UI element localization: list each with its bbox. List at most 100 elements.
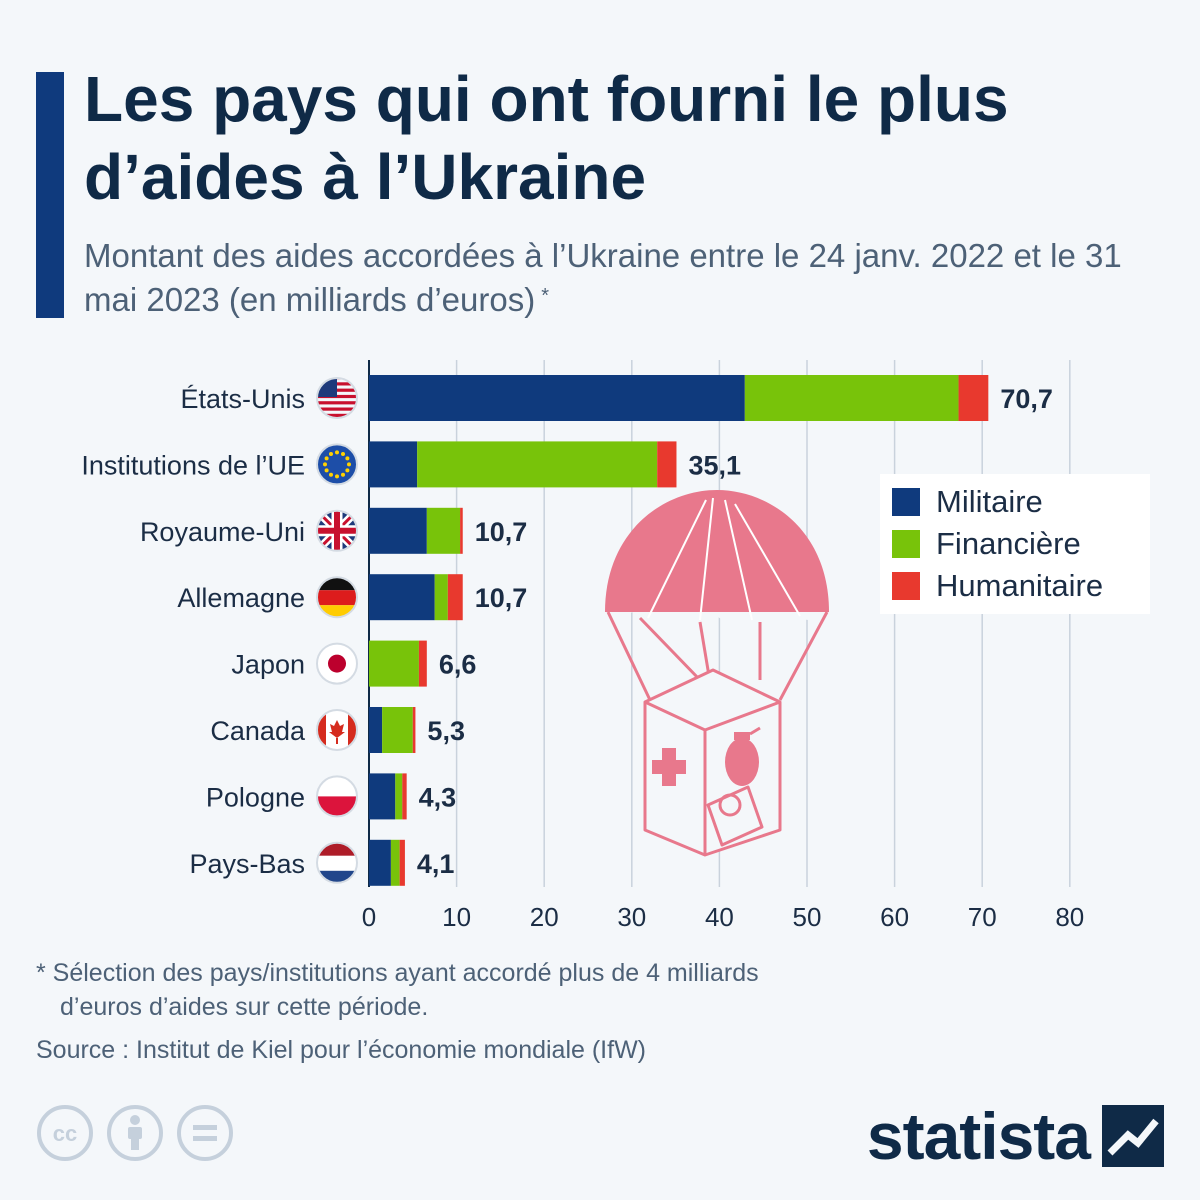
- subtitle-footnote-marker: *: [541, 285, 549, 307]
- bar-segment-financière: [417, 441, 658, 488]
- footnote-line-2: d’euros d’aides sur cette période.: [60, 993, 429, 1021]
- x-tick-label: 10: [442, 902, 471, 932]
- source-note: Source : Institut de Kiel pour l’économi…: [36, 1036, 646, 1064]
- bar-segment-humanitaire: [412, 707, 416, 753]
- flag-ring: [316, 642, 358, 685]
- x-tick-label: 50: [793, 902, 822, 932]
- flag-ring: [316, 841, 358, 884]
- flag-stripe: [317, 407, 357, 411]
- bar-segment-militaire: [369, 574, 435, 621]
- title-accent-bar: [36, 72, 64, 318]
- bar-segment-financière: [395, 773, 403, 820]
- x-tick-label: 30: [617, 902, 646, 932]
- attribution-icon[interactable]: [106, 1104, 164, 1162]
- bars: [369, 375, 989, 886]
- bar-segment-militaire: [369, 839, 391, 886]
- flag-star: [323, 462, 327, 467]
- flag-star: [329, 472, 333, 477]
- page-subtitle: Montant des aides accordées à l’Ukraine …: [84, 234, 1164, 322]
- flag-band: [317, 796, 357, 817]
- footnote-line-1: * Sélection des pays/institutions ayant …: [36, 959, 759, 987]
- flag-star: [341, 452, 345, 457]
- flag-star: [345, 468, 350, 473]
- x-axis-ticks: 0 10 20 30 40 50 60 70 80: [362, 902, 1084, 932]
- category-label: États-Unis: [180, 384, 305, 414]
- x-tick-label: 40: [705, 902, 734, 932]
- bar-segment-humanitaire: [447, 574, 463, 621]
- flag-field: [317, 444, 357, 485]
- x-tick-label: 60: [880, 902, 909, 932]
- flag-ring: [316, 576, 358, 619]
- svg-text:cc: cc: [53, 1121, 77, 1146]
- flag-body: [317, 510, 357, 551]
- total-value-label: 10,7: [475, 583, 528, 613]
- total-value-label: 10,7: [475, 517, 528, 547]
- x-tick-label: 0: [362, 902, 376, 932]
- total-value-label: 5,3: [427, 716, 465, 746]
- flag-band: [348, 710, 357, 750]
- category-label: Institutions de l’UE: [81, 450, 305, 480]
- license-icons: cc: [36, 1104, 234, 1162]
- flag-body: [317, 776, 357, 817]
- flag-band: [317, 855, 357, 871]
- bar-segment-financière: [434, 574, 448, 621]
- germany-flag-icon: [316, 576, 358, 619]
- flag-band: [317, 605, 357, 618]
- bar-segment-humanitaire: [399, 839, 405, 886]
- flag-ring: [316, 509, 358, 552]
- flag-disc: [328, 654, 346, 673]
- bar-segment-financière: [382, 707, 413, 753]
- category-label: Japon: [231, 650, 305, 680]
- legend-swatch-humanitaire: [892, 572, 920, 600]
- total-value-label: 4,3: [419, 782, 457, 812]
- flag-stripe: [317, 413, 357, 417]
- japan-flag-icon: [316, 642, 358, 685]
- bar-segment-humanitaire: [958, 375, 989, 421]
- bar-segment-humanitaire: [402, 773, 407, 820]
- total-value-label: 70,7: [1000, 384, 1053, 414]
- x-tick-label: 70: [968, 902, 997, 932]
- flag-star: [324, 468, 329, 473]
- statista-brand[interactable]: statista: [867, 1098, 1164, 1174]
- flag-band: [317, 710, 326, 750]
- flag-leaf: [329, 720, 345, 744]
- total-value-label: 35,1: [688, 450, 741, 480]
- bar-segment-financière: [390, 839, 400, 886]
- page-title: Les pays qui ont fourni le plus d’aides …: [84, 63, 1009, 213]
- creative-commons-icon[interactable]: cc: [36, 1104, 94, 1162]
- category-label: Allemagne: [177, 583, 305, 613]
- category-labels: États-Unis Institutions de l’UE Royaume-Un…: [81, 384, 306, 879]
- legend-item-financiere: Financière: [892, 526, 1081, 562]
- category-label: Royaume-Uni: [140, 517, 305, 547]
- bar-segment-militaire: [369, 441, 418, 488]
- canada-flag-icon: [316, 709, 358, 751]
- flag-band: [317, 776, 357, 797]
- total-value-labels: 70,7 35,1 10,7 10,7 6,6 5,3 4,3 4,1: [417, 384, 1053, 879]
- subtitle-text: Montant des aides accordées à l’Ukraine …: [84, 237, 1122, 318]
- category-label: Pologne: [206, 782, 305, 812]
- stacked-bar-chart: États-Unis Institutions de l’UE Royaume-Un…: [81, 360, 1084, 932]
- flag-star: [335, 474, 339, 479]
- legend-swatch-financiere: [892, 530, 920, 558]
- total-value-label: 4,1: [417, 849, 455, 879]
- flag-band: [317, 590, 357, 606]
- legend-item-militaire: Militaire: [892, 484, 1043, 520]
- no-derivatives-icon[interactable]: [176, 1104, 234, 1162]
- bar-segment-militaire: [369, 773, 396, 820]
- poland-flag-icon: [316, 775, 358, 818]
- bar-segment-financière: [744, 375, 959, 421]
- bar-segment-humanitaire: [418, 640, 427, 687]
- us-flag-icon: [316, 377, 358, 419]
- flag-star: [329, 452, 333, 457]
- flag-star: [347, 462, 351, 467]
- flag-body: [317, 577, 357, 618]
- bar-segment-financière: [369, 640, 419, 687]
- bar-segment-militaire: [369, 507, 427, 554]
- x-tick-label: 80: [1055, 902, 1084, 932]
- uk-flag-icon: [316, 509, 358, 552]
- flag-cross-red: [317, 510, 357, 551]
- flag-stripe: [317, 401, 357, 405]
- eu-flag-icon: [316, 443, 358, 486]
- legend-label-financiere: Financière: [936, 526, 1081, 561]
- flag-star: [345, 456, 350, 461]
